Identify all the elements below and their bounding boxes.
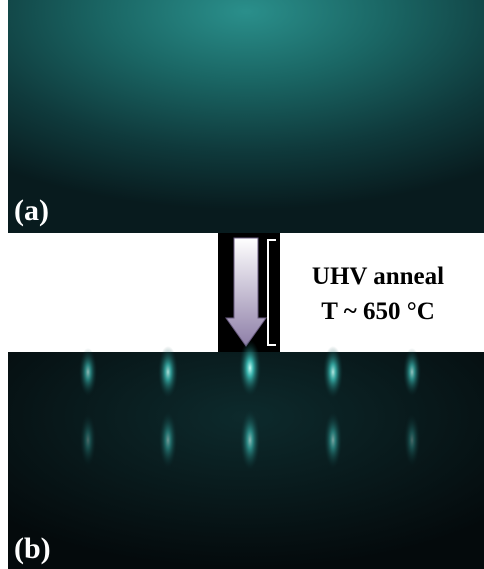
streak [239,340,261,396]
annotation: T ~ 650 °C [321,298,435,325]
streak [159,412,177,468]
figure: (a) UHV anneal T ~ 650 °C (b) [0,0,484,569]
streak [79,348,97,396]
panel-a-image [8,0,484,233]
streak [404,414,420,466]
panel-label: (b) [14,532,51,565]
streak [158,346,178,398]
streak [240,410,260,470]
streak [80,414,96,466]
annotation: UHV anneal [312,263,444,290]
streak [323,346,343,398]
streak [324,412,342,468]
panel-label: (a) [14,194,49,227]
streak [403,348,421,396]
